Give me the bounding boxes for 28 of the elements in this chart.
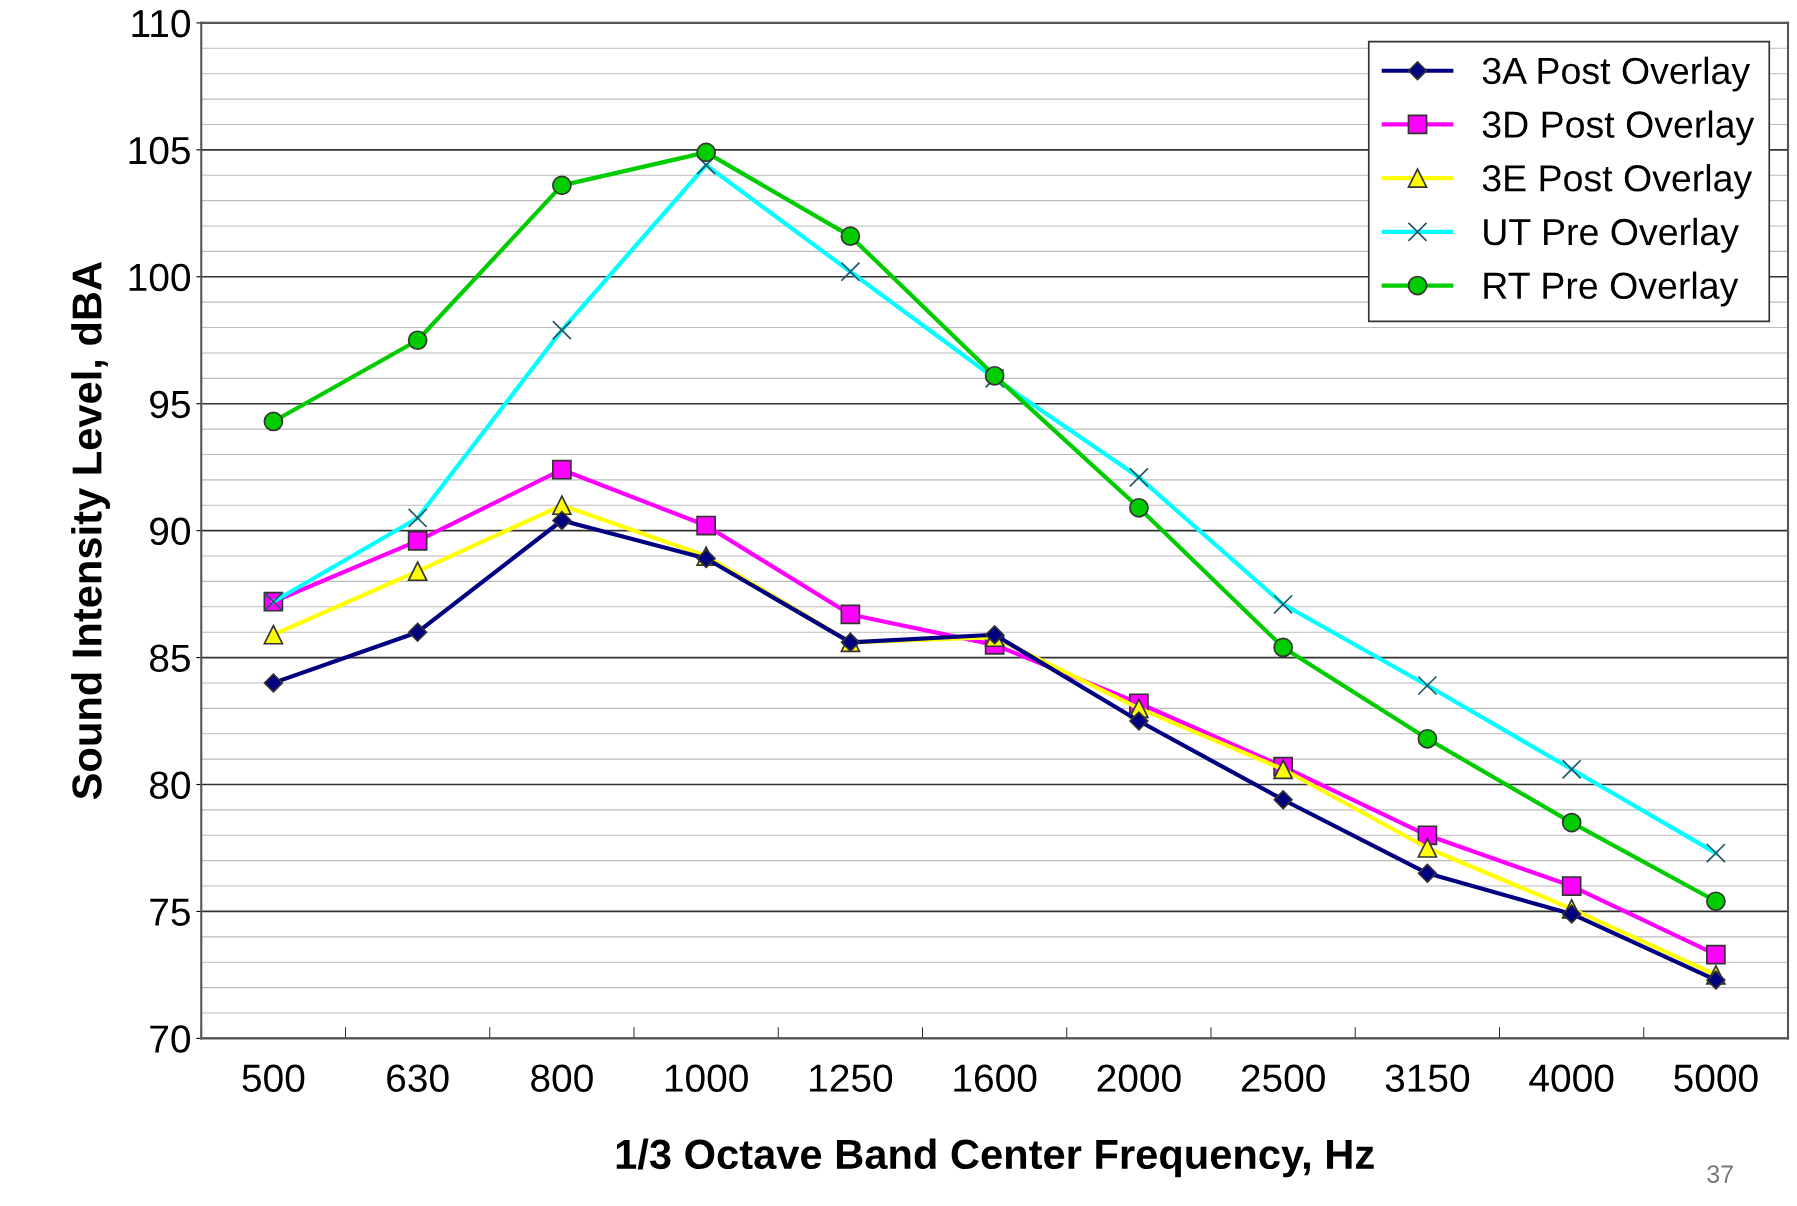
x-tick-label: 5000 xyxy=(1674,1064,1758,1092)
y-tick-label: 95 xyxy=(150,390,190,419)
x-tick-label: 2000 xyxy=(1097,1064,1181,1092)
x-tick-label: 4000 xyxy=(1529,1064,1614,1092)
legend-label: UT Pre Overlay xyxy=(1484,217,1739,253)
text: 37 xyxy=(1707,1165,1733,1183)
y-tick-label: 105 xyxy=(129,136,190,165)
x-tick-label: 1250 xyxy=(810,1064,893,1092)
y-tick-label: 100 xyxy=(129,263,191,292)
y-tick-label: 90 xyxy=(150,517,191,546)
x-tick-label: 1000 xyxy=(665,1064,748,1092)
y-tick-label: 80 xyxy=(149,771,191,799)
legend-label: 3E Post Overlay xyxy=(1482,164,1753,200)
x-tick-label: 1600 xyxy=(954,1064,1037,1092)
legend-label: 3A Post Overlay xyxy=(1482,56,1751,92)
y-tick-label: 110 xyxy=(132,9,191,38)
x-tick-label: 3150 xyxy=(1385,1064,1470,1092)
x-tick-label: 500 xyxy=(242,1064,305,1092)
legend-label: RT Pre Overlay xyxy=(1484,271,1739,307)
x-tick-label: 800 xyxy=(531,1064,593,1092)
y-tick-label: 85 xyxy=(149,644,190,673)
legend-label: 3D Post Overlay xyxy=(1482,110,1755,146)
y-axis-title: Sound Intensity Level, dBA xyxy=(71,262,110,800)
y-tick-label: 75 xyxy=(150,898,190,926)
x-tick-label: 2500 xyxy=(1241,1064,1325,1092)
x-tick-label: 630 xyxy=(387,1064,449,1092)
x-axis-title: 1/3 Octave Band Center Frequency, Hz xyxy=(616,1138,1374,1178)
y-tick-label: 70 xyxy=(150,1025,191,1053)
